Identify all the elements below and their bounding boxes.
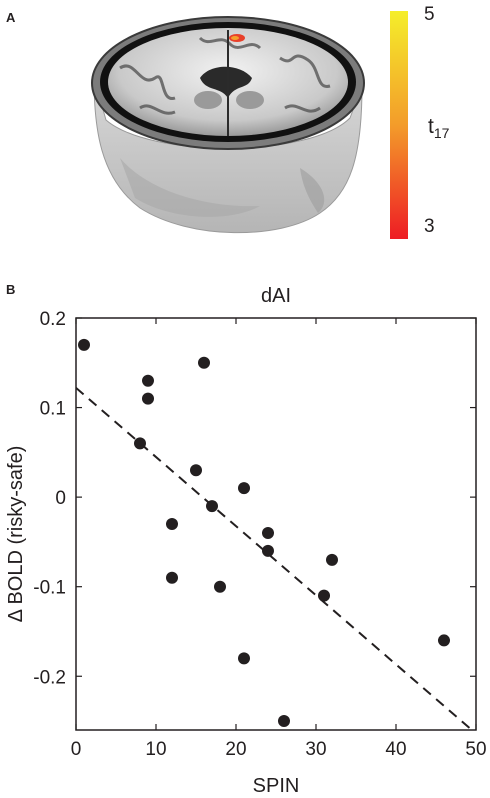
data-point [326, 553, 338, 566]
plot-frame [75, 317, 477, 731]
colorbar-min-label: 3 [424, 216, 435, 237]
data-point [262, 544, 274, 557]
colorbar-label-main: t [428, 115, 434, 138]
colorbar-max-label: 5 [424, 4, 435, 25]
data-point [78, 338, 90, 351]
y-tick-label: 0.2 [40, 309, 66, 330]
data-point [238, 652, 250, 665]
colorbar-label-sub: 17 [433, 125, 450, 142]
skull-side-shadow [120, 158, 260, 217]
panel-a-letter: A [6, 10, 16, 25]
skull-side-shadow-2 [300, 168, 325, 213]
data-point [142, 392, 154, 405]
activation-core [231, 36, 239, 40]
data-point [318, 589, 330, 602]
thalamus-left [194, 91, 222, 109]
x-tick-label: 30 [305, 739, 326, 760]
data-point [278, 715, 290, 728]
colorbar-gradient [390, 11, 408, 239]
scatter-chart: dAI 0 10 20 30 40 50 0.2 0.1 0 -0.1 -0.2 SPIN Δ BOLD … [5, 285, 487, 797]
thalamus-right [236, 91, 264, 109]
x-tick-label: 10 [145, 739, 166, 760]
y-tick-label: 0.1 [40, 399, 66, 420]
data-point [190, 464, 202, 477]
data-point [134, 437, 146, 450]
x-axis-label: SPIN [253, 775, 300, 797]
data-point [262, 526, 274, 539]
data-point [438, 634, 450, 647]
brain-rendering [91, 16, 365, 234]
data-point [238, 482, 250, 495]
y-tick-label: 0 [55, 488, 66, 509]
data-point [214, 580, 226, 593]
y-tick-label: -0.1 [33, 578, 66, 599]
data-point [166, 518, 178, 530]
y-tick-label: -0.2 [33, 667, 66, 688]
cortical-folds [119, 36, 331, 115]
x-tick-label: 20 [225, 739, 246, 760]
x-tick-label: 40 [385, 739, 406, 760]
x-tick-label: 50 [465, 739, 486, 760]
colorbar-label: t17 [428, 115, 449, 141]
data-point [166, 571, 178, 584]
panel-b-letter: B [6, 282, 16, 297]
ventricles [200, 66, 252, 98]
colorbar [390, 11, 408, 239]
x-tick-label: 0 [71, 739, 82, 760]
y-axis-label: Δ BOLD (risky-safe) [5, 446, 27, 623]
data-point [142, 374, 154, 387]
data-point [198, 356, 210, 369]
data-point [206, 500, 218, 513]
chart-title: dAI [261, 285, 291, 307]
